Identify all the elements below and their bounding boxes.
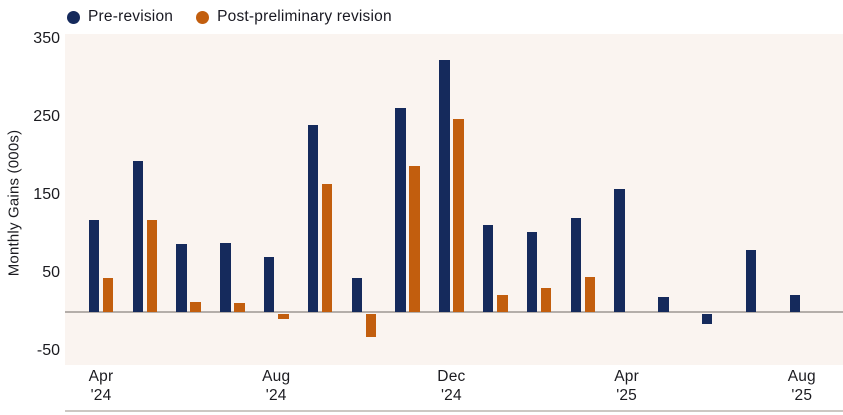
bar-pre-7 (395, 108, 406, 312)
bar-pre-5 (307, 124, 319, 312)
bar-pre-9 (482, 225, 494, 312)
bar-post-0 (102, 278, 114, 312)
bar-pre-14 (701, 314, 713, 325)
x-label-year: '24 (265, 387, 287, 404)
bar-post-4 (278, 314, 289, 319)
y-tick--50: -50 (36, 342, 60, 359)
bar-post-2 (190, 301, 201, 312)
bar-pre-4 (263, 256, 275, 312)
bar-pre-11 (570, 218, 581, 312)
y-tick-50: 50 (42, 264, 60, 281)
bar-post-5 (321, 184, 333, 312)
bar-pre-12 (614, 188, 625, 312)
bar-pre-2 (176, 244, 187, 312)
zero-gridline (65, 311, 843, 313)
legend-dot-pre-revision-icon (67, 10, 80, 24)
x-label-dec-24: Dec '24 (416, 367, 486, 405)
bar-pre-15 (745, 250, 757, 312)
bar-post-10 (540, 287, 552, 312)
x-label-apr-25: Apr '25 (592, 367, 662, 405)
bar-pre-10 (526, 232, 538, 312)
bar-pre-0 (88, 219, 100, 312)
bar-pre-1 (132, 161, 143, 312)
bar-post-6 (365, 314, 377, 337)
legend: Pre-revision Post-preliminary revision (67, 6, 392, 28)
x-label-month: Apr (614, 368, 639, 385)
bar-post-8 (453, 119, 464, 312)
legend-label-post-revision: Post-preliminary revision (217, 8, 392, 25)
bar-pre-3 (220, 243, 231, 312)
bar-pre-16 (789, 294, 800, 312)
x-label-year: '25 (616, 387, 637, 404)
bar-pre-8 (439, 60, 450, 312)
bar-pre-6 (351, 277, 362, 312)
plot-area (65, 34, 843, 365)
legend-item-pre-revision: Pre-revision (67, 8, 173, 26)
x-label-year: '24 (440, 387, 462, 404)
x-label-month: Apr (88, 368, 114, 385)
x-label-aug-24: Aug '24 (241, 367, 311, 405)
bar-post-9 (497, 294, 508, 312)
bar-post-3 (234, 302, 245, 312)
bar-post-7 (409, 166, 420, 312)
bar-pre-13 (658, 297, 669, 312)
x-label-year: '25 (791, 387, 813, 404)
bar-post-1 (146, 219, 158, 312)
x-label-month: Aug (262, 368, 291, 385)
y-tick-250: 250 (33, 108, 60, 125)
legend-dot-post-revision-icon (196, 10, 210, 24)
x-axis-baseline (65, 410, 843, 412)
bar-post-11 (584, 276, 596, 312)
y-tick-150: 150 (33, 186, 60, 203)
legend-label-pre-revision: Pre-revision (88, 8, 174, 25)
y-tick-350: 350 (33, 30, 60, 47)
x-label-apr-24: Apr '24 (66, 367, 136, 405)
x-label-month: Aug (787, 368, 816, 385)
x-label-aug-25: Aug '25 (767, 367, 837, 405)
x-label-month: Dec (437, 368, 466, 385)
legend-item-post-revision: Post-preliminary revision (196, 8, 392, 26)
x-label-year: '24 (90, 387, 112, 404)
